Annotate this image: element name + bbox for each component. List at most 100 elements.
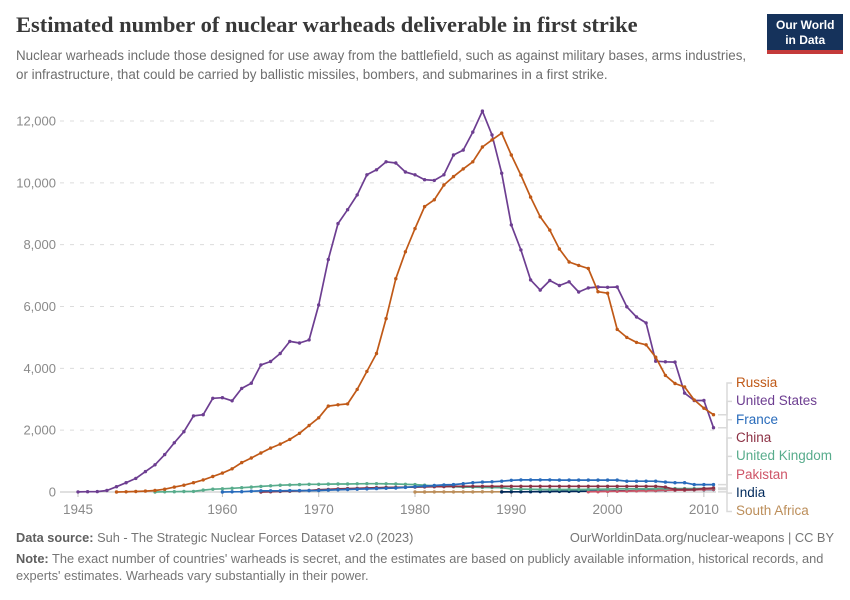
marker-united-states (268, 359, 273, 364)
marker-south-africa (442, 490, 446, 494)
marker-russia (654, 355, 658, 359)
marker-united-kingdom (201, 488, 205, 492)
marker-united-kingdom (567, 487, 571, 492)
marker-united-states (702, 398, 706, 403)
marker-united-states (124, 481, 128, 485)
marker-france (432, 483, 436, 488)
marker-russia (615, 327, 619, 332)
marker-united-kingdom (326, 482, 330, 486)
marker-france (461, 482, 465, 486)
marker-russia (403, 250, 408, 254)
marker-russia (326, 404, 330, 408)
marker-united-states (163, 452, 167, 457)
x-tick-label: 1980 (400, 502, 430, 517)
marker-france (403, 485, 408, 490)
marker-china (634, 484, 639, 488)
marker-united-kingdom (615, 487, 619, 491)
marker-russia (528, 195, 533, 199)
line-france[interactable] (221, 479, 715, 493)
marker-united-states (682, 391, 687, 395)
marker-united-states (355, 193, 359, 197)
marker-russia (422, 204, 427, 209)
marker-france (394, 486, 398, 490)
marker-china (615, 484, 619, 488)
marker-russia (124, 490, 128, 494)
marker-france (528, 478, 533, 482)
marker-south-africa (432, 490, 436, 494)
marker-france (596, 478, 600, 482)
legend-item-china[interactable]: China (736, 430, 772, 446)
marker-france (500, 479, 504, 483)
line-russia[interactable] (115, 132, 715, 493)
marker-france (278, 489, 282, 493)
marker-united-states (490, 133, 494, 137)
chart-subtitle: Nuclear warheads include those designed … (16, 48, 747, 82)
marker-china (548, 484, 552, 488)
marker-china (711, 486, 716, 490)
marker-france (442, 483, 446, 487)
marker-russia (182, 483, 186, 487)
marker-united-kingdom (528, 487, 533, 491)
marker-russia (163, 487, 167, 491)
marker-france (288, 488, 292, 493)
legend-item-india[interactable]: India (736, 485, 766, 501)
marker-united-states (288, 339, 292, 344)
marker-pakistan (596, 490, 600, 494)
legend-item-russia[interactable]: Russia (736, 375, 778, 390)
marker-united-states (422, 178, 427, 182)
marker-russia (711, 413, 716, 417)
marker-russia (143, 489, 148, 493)
marker-united-states (615, 285, 619, 289)
legend-item-france[interactable]: France (736, 411, 779, 427)
marker-united-states (384, 160, 388, 164)
owid-logo-line2: in Data (785, 32, 826, 47)
legend-item-united-kingdom[interactable]: United Kingdom (736, 448, 833, 464)
marker-china (471, 484, 475, 488)
marker-france (625, 479, 629, 483)
marker-united-states (461, 148, 465, 152)
marker-france (240, 490, 244, 494)
marker-france (702, 482, 706, 487)
chart-note: Note: The exact number of countries' war… (16, 550, 828, 585)
legend-item-united-states[interactable]: United States (736, 393, 818, 409)
marker-france (509, 478, 513, 482)
marker-russia (480, 145, 485, 149)
marker-united-kingdom (278, 483, 282, 487)
marker-united-kingdom (394, 482, 398, 486)
marker-united-states (586, 286, 590, 290)
marker-russia (577, 263, 581, 268)
legend-connector-united-states (718, 400, 732, 429)
marker-france (451, 482, 456, 487)
marker-france (490, 480, 494, 484)
marker-south-africa (471, 490, 475, 494)
marker-united-states (345, 208, 350, 212)
marker-china (682, 487, 687, 492)
legend-connector-russia (718, 382, 732, 416)
marker-russia (413, 226, 417, 231)
line-united-states[interactable] (77, 110, 715, 493)
marker-russia (259, 451, 263, 455)
marker-russia (519, 173, 523, 177)
marker-china (625, 484, 629, 488)
marker-united-states (172, 441, 176, 445)
marker-france (413, 485, 417, 489)
marker-france (307, 488, 311, 493)
data-source: Data source: Suh - The Strategic Nuclear… (16, 530, 413, 545)
marker-united-states (432, 178, 436, 183)
legend-item-pakistan[interactable]: Pakistan (736, 466, 788, 482)
legend-item-south-africa[interactable]: South Africa (736, 503, 809, 519)
marker-russia (605, 291, 610, 295)
marker-united-kingdom (355, 482, 359, 486)
marker-united-states (191, 414, 196, 418)
marker-russia (374, 351, 379, 356)
marker-india (500, 490, 504, 494)
marker-china (557, 484, 562, 488)
marker-france (519, 478, 523, 482)
owid-logo[interactable]: Our World in Data (767, 14, 844, 54)
marker-united-states (625, 305, 629, 309)
attribution-link[interactable]: OurWorldinData.org/nuclear-weapons | CC … (569, 530, 834, 545)
marker-united-kingdom (317, 482, 321, 486)
marker-russia (634, 340, 639, 345)
marker-france (711, 482, 716, 487)
marker-united-kingdom (509, 487, 513, 491)
